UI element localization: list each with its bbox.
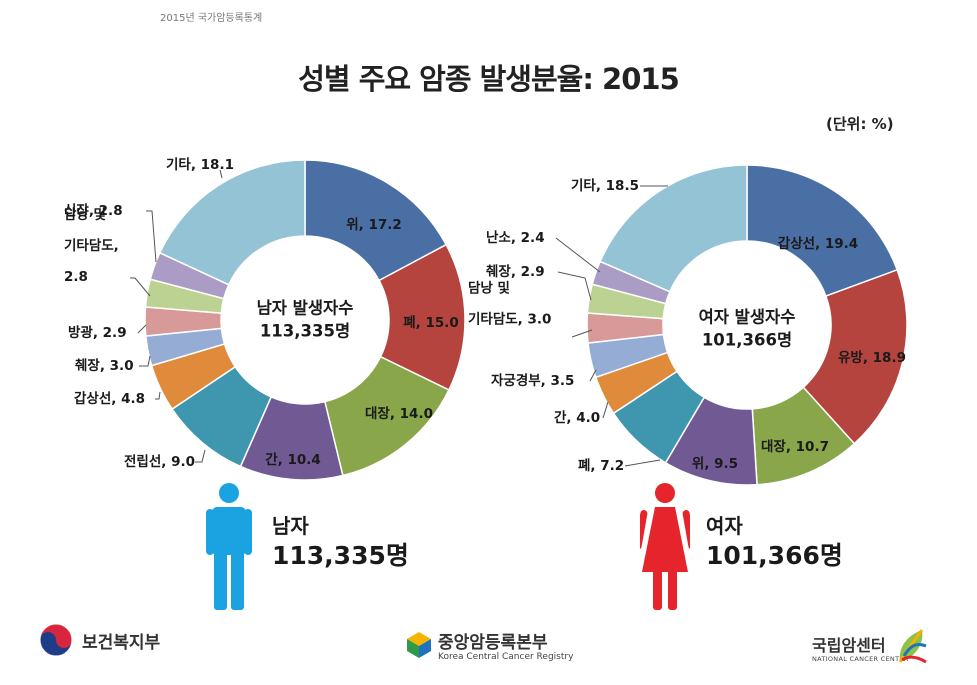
cancer-center-leaf-icon [898, 629, 927, 664]
slice-label: 기타, 18.5 [571, 178, 639, 194]
slice-label: 유방, 18.9 [838, 349, 906, 366]
donut-center-value: 101,366명 [702, 331, 792, 350]
registry-english-name: Korea Central Cancer Registry [438, 652, 574, 662]
cancer-center-name: 국립암센터 [812, 636, 886, 655]
male-label: 남자 [272, 514, 309, 538]
cancer-center-english-name: NATIONAL CANCER CENTER [812, 655, 909, 663]
slice-label: 담낭 및 기타담도, 3.0 [468, 280, 551, 328]
slice-labels: 위, 17.2 폐, 15.0 대장, 14.0 간, 10.4 전립선, 9.0 갑상선… [64, 157, 906, 474]
donut-center-label: 남자 발생자수 [257, 299, 354, 318]
slice-label: 방광, 2.9 [68, 324, 127, 341]
slice-label: 폐, 7.2 [578, 458, 624, 474]
slice-label: 췌장, 2.9 [486, 263, 545, 280]
leader-line [555, 237, 601, 273]
slice-label: 갑상선, 19.4 [778, 236, 858, 252]
leader-line [557, 271, 592, 301]
leader-line [130, 277, 151, 297]
center-labels: 남자 발생자수 113,335명 여자 발생자수 101,366명 [257, 299, 796, 350]
female-count: 101,366명 [706, 541, 843, 570]
female-person-icon [640, 483, 690, 610]
female-slice-10 [599, 164, 748, 293]
leader-line [589, 369, 597, 382]
slice-label: 담낭 및 기타담도, 2.8 [64, 206, 119, 285]
slice-label: 간, 4.0 [554, 409, 600, 426]
slice-label: 대장, 10.7 [761, 438, 829, 455]
slice-label: 위, 17.2 [346, 217, 402, 233]
ministry-name: 보건복지부 [82, 633, 161, 653]
slice-label: 대장, 14.0 [365, 405, 433, 422]
slice-label: 기타, 18.1 [166, 157, 234, 173]
slice-label: 신장, 2.8 [64, 202, 123, 219]
slice-label: 전립선, 9.0 [124, 453, 195, 470]
female-slice-0 [746, 164, 899, 298]
registry-cube-icon [407, 632, 431, 658]
leader-line [602, 401, 609, 419]
slice-label: 자궁경부, 3.5 [491, 372, 574, 389]
male-person-icon [206, 483, 252, 610]
leader-line [146, 210, 157, 263]
slice-label: 난소, 2.4 [486, 229, 545, 246]
slice-label: 위, 9.5 [692, 456, 738, 472]
leader-line [571, 329, 593, 338]
chart-title: 성별 주요 암종 발생분율: 2015 [298, 62, 680, 96]
leader-line [137, 324, 147, 334]
leader-line [219, 169, 223, 179]
top-note: 2015년 국가암등록통계 [160, 13, 263, 24]
donut-center-value: 113,335명 [260, 322, 350, 341]
male-count: 113,335명 [272, 541, 409, 570]
female-slice-1 [802, 268, 908, 445]
leader-line [195, 449, 206, 463]
male-slice-0 [304, 159, 448, 282]
leader-line [624, 459, 661, 467]
unit-label: (단위: %) [826, 115, 894, 133]
ministry-emblem-icon [39, 623, 73, 657]
leader-line [155, 391, 161, 400]
female-donut-chart [586, 164, 908, 486]
slice-label: 간, 10.4 [265, 451, 321, 468]
slice-label: 췌장, 3.0 [75, 357, 134, 374]
leader-line [139, 355, 151, 367]
leader-lines [130, 169, 668, 467]
registry-name: 중앙암등록본부 [438, 633, 548, 653]
donut-center-label: 여자 발생자수 [699, 308, 796, 327]
male-slice-10 [158, 159, 306, 286]
slice-label: 폐, 15.0 [403, 315, 459, 331]
female-label: 여자 [706, 514, 743, 538]
slice-label: 갑상선, 4.8 [74, 391, 145, 407]
